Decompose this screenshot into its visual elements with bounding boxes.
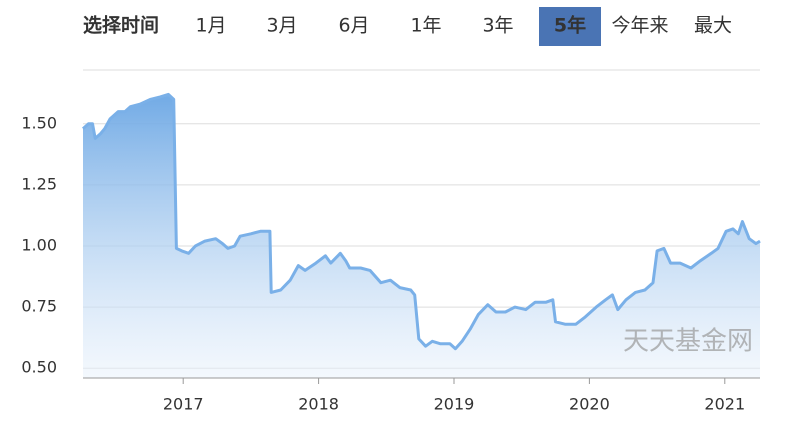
range-tab[interactable]: 5年 xyxy=(554,14,586,37)
y-tick-label: 0.75 xyxy=(21,297,57,316)
watermark: 天天基金网 xyxy=(623,327,753,357)
range-tab[interactable]: 6月 xyxy=(338,15,369,37)
y-tick-label: 1.50 xyxy=(21,113,57,132)
nav-line xyxy=(81,92,761,351)
x-tick-label: 2020 xyxy=(569,395,610,414)
range-label: 选择时间 xyxy=(83,15,159,37)
tab-selected-bg[interactable] xyxy=(539,7,601,46)
y-tick-label: 1.00 xyxy=(21,236,57,255)
range-tab[interactable]: 今年来 xyxy=(611,15,668,37)
x-tick-label: 2021 xyxy=(704,395,745,414)
range-tab[interactable]: 1月 xyxy=(195,15,226,37)
x-tick-label: 2017 xyxy=(163,395,204,414)
x-tick-label: 2019 xyxy=(434,395,475,414)
range-tab[interactable]: 最大 xyxy=(694,15,732,37)
range-tab[interactable]: 1年 xyxy=(410,15,441,37)
x-tick-label: 2018 xyxy=(298,395,339,414)
y-tick-label: 0.50 xyxy=(21,358,57,377)
area-fill xyxy=(83,94,760,379)
y-tick-label: 1.25 xyxy=(21,174,57,193)
range-tab[interactable]: 3月 xyxy=(266,15,297,37)
range-tab[interactable]: 3年 xyxy=(482,15,513,37)
